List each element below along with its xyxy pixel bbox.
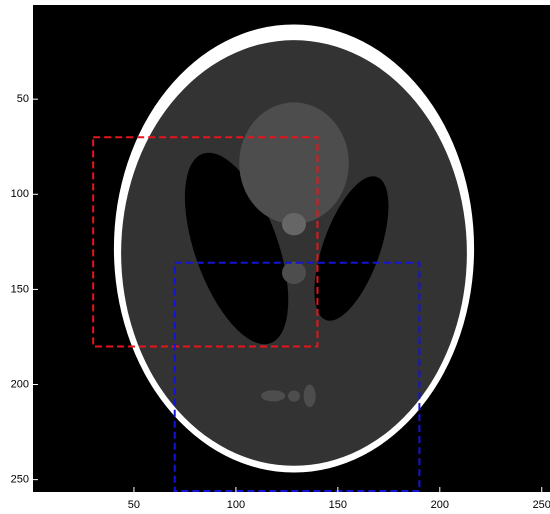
annotation-rectangle — [173, 261, 421, 492]
x-tick-label: 250 — [533, 499, 550, 511]
x-tick-label: 200 — [431, 499, 449, 511]
x-tick-label: 150 — [329, 499, 347, 511]
x-tick-label: 50 — [128, 499, 140, 511]
annotation-rectangle — [92, 136, 319, 348]
y-tick-label: 50 — [17, 93, 29, 105]
y-tick-label: 100 — [11, 188, 29, 200]
y-tick-label: 150 — [11, 283, 29, 295]
x-tick-label: 100 — [227, 499, 245, 511]
y-tick-label: 250 — [11, 474, 29, 486]
y-tick-label: 200 — [11, 378, 29, 390]
plot-area — [33, 5, 550, 492]
